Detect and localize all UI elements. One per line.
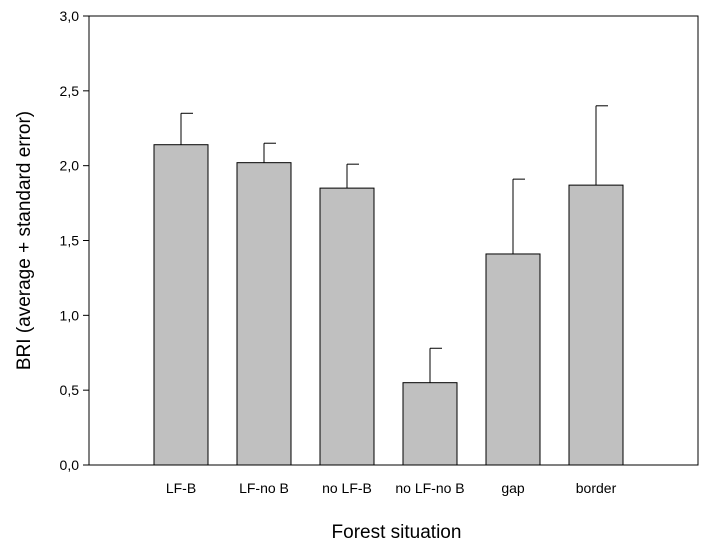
error-bars-group xyxy=(180,105,608,383)
x-axis: LF-B LF-no B no LF-B no LF-no B gap border xyxy=(166,480,617,496)
y-tick-label: 0,5 xyxy=(60,382,80,398)
bar xyxy=(153,144,209,466)
y-axis-title: BRI (average + standard error) xyxy=(14,111,35,370)
x-tick-label: LF-B xyxy=(166,480,196,496)
bar xyxy=(568,184,624,466)
y-tick-label: 2,5 xyxy=(60,83,80,99)
bar xyxy=(319,187,375,466)
y-axis: 0,0 0,5 1,0 1,5 2,0 2,5 3,0 xyxy=(60,8,89,473)
bar xyxy=(485,253,541,466)
y-tick-label: 1,0 xyxy=(60,307,80,323)
x-tick-label: no LF-no B xyxy=(395,480,464,496)
y-tick-label: 1,5 xyxy=(60,233,80,249)
x-tick-label: border xyxy=(576,480,617,496)
x-axis-title: Forest situation xyxy=(332,522,462,543)
bars-group xyxy=(153,144,624,466)
bar xyxy=(236,162,292,466)
x-tick-label: no LF-B xyxy=(322,480,372,496)
y-tick-label: 3,0 xyxy=(60,8,80,24)
x-tick-label: LF-no B xyxy=(239,480,289,496)
bar xyxy=(402,382,458,466)
x-tick-label: gap xyxy=(501,480,525,496)
y-tick-label: 2,0 xyxy=(60,158,80,174)
y-tick-label: 0,0 xyxy=(60,457,80,473)
